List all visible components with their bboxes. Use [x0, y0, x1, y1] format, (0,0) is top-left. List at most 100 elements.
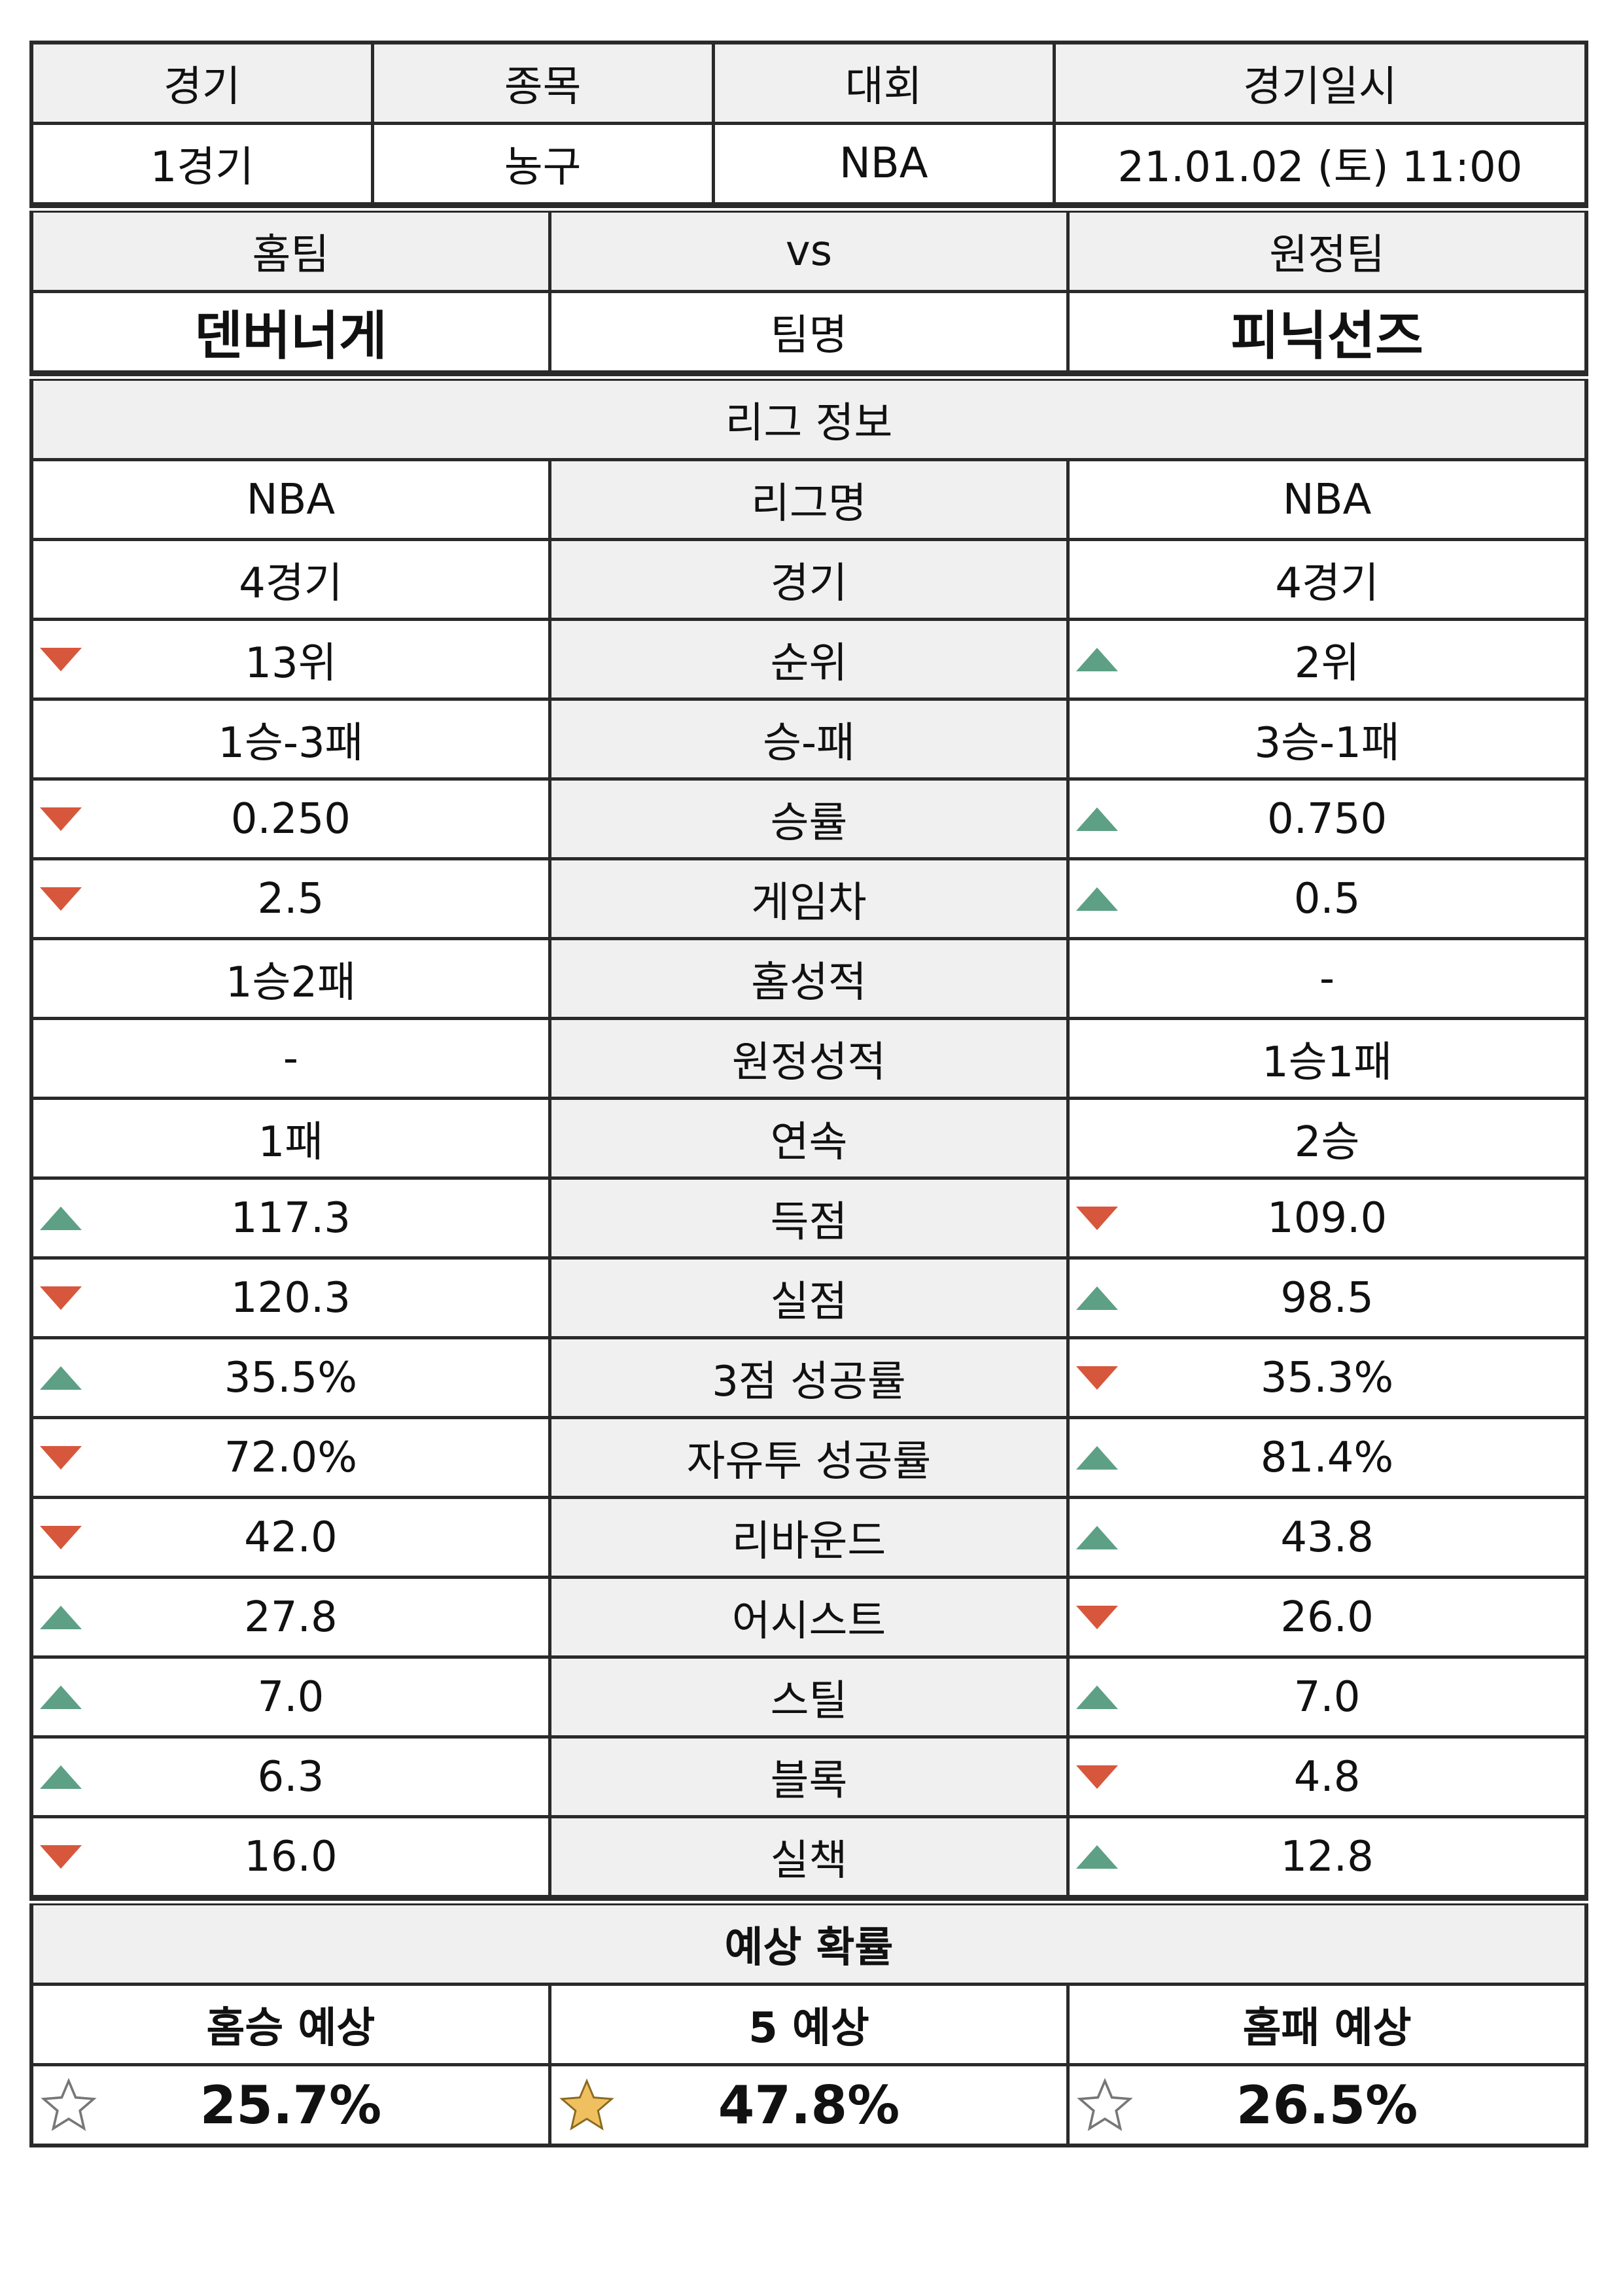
away-stat-cell: 4경기: [1066, 538, 1588, 621]
team-name-label: 팀명: [548, 290, 1070, 374]
home-stat-cell: 42.0: [29, 1496, 551, 1579]
match-preview-sheet: 경기 종목 대회 경기일시 1경기 농구 NBA 21.01.02 (토) 11…: [29, 41, 1588, 2147]
trend-down-icon: [40, 1445, 82, 1470]
star-empty-icon: [41, 2077, 97, 2131]
trend-up-icon: [1076, 887, 1119, 911]
trend-up-icon: [1076, 1525, 1119, 1549]
header-sport: 종목: [370, 41, 715, 125]
stat-row: 1승-3패 승-패 3승-1패: [29, 698, 1588, 781]
home-stat-value: 35.5%: [224, 1353, 358, 1402]
stat-label: 홈성적: [548, 937, 1070, 1020]
trend-up-icon: [1076, 1286, 1119, 1310]
away-stat-value: 1승1패: [1261, 1038, 1393, 1087]
trend-up-icon: [40, 1605, 82, 1629]
home-stat-value: 16.0: [244, 1832, 338, 1881]
star-empty-icon: [1077, 2077, 1133, 2131]
league-info-table: 리그 정보 NBA 리그명 NBA 4경기 경기 4경기 13위 순위 2위 1승-3패 승-패 3승…: [29, 374, 1588, 1899]
away-stat-value: NBA: [1282, 475, 1372, 524]
away-stat-cell: 1승1패: [1066, 1017, 1588, 1100]
vs-label: vs: [548, 206, 1070, 293]
home-loss-prob-cell: 26.5%: [1066, 2063, 1588, 2147]
stat-row: 6.3 블록 4.8: [29, 1735, 1588, 1818]
away-stat-cell: 43.8: [1066, 1496, 1588, 1579]
trend-up-icon: [40, 1206, 82, 1230]
home-stat-cell: 27.8: [29, 1576, 551, 1659]
home-stat-value: -: [283, 1034, 298, 1083]
prediction-table: 예상 확률 홈승 예상 5 예상 홈패 예상 25.7% 47.8% 26.5%: [29, 1899, 1588, 2147]
draw-prob-cell: 47.8%: [548, 2063, 1070, 2147]
stat-row: 16.0 실책 12.8: [29, 1815, 1588, 1899]
stat-label: 득점: [548, 1176, 1070, 1260]
home-stat-cell: 120.3: [29, 1256, 551, 1339]
home-stat-cell: 35.5%: [29, 1336, 551, 1419]
home-stat-cell: 1승-3패: [29, 698, 551, 781]
home-stat-value: 4경기: [239, 559, 343, 608]
away-stat-cell: 3승-1패: [1066, 698, 1588, 781]
stat-row: 4경기 경기 4경기: [29, 538, 1588, 621]
home-stat-value: 42.0: [244, 1513, 338, 1562]
value-sport: 농구: [370, 122, 715, 206]
away-stat-cell: 0.750: [1066, 777, 1588, 860]
trend-up-icon: [1076, 647, 1119, 671]
trend-up-icon: [1076, 1445, 1119, 1470]
stat-label: 게임차: [548, 857, 1070, 940]
away-stat-value: 2위: [1294, 639, 1360, 688]
stat-label: 블록: [548, 1735, 1070, 1818]
stat-row: 13위 순위 2위: [29, 618, 1588, 701]
home-stat-cell: 4경기: [29, 538, 551, 621]
home-loss-label: 홈패 예상: [1066, 1983, 1588, 2066]
league-stat-rows: NBA 리그명 NBA 4경기 경기 4경기 13위 순위 2위 1승-3패 승-패 3승-1패 0.2…: [29, 458, 1588, 1899]
value-competition: NBA: [711, 122, 1056, 206]
trend-up-icon: [1076, 807, 1119, 831]
away-stat-cell: 0.5: [1066, 857, 1588, 940]
stat-row: 1패 연속 2승: [29, 1097, 1588, 1180]
away-stat-cell: 81.4%: [1066, 1416, 1588, 1499]
draw-label: 5 예상: [548, 1983, 1070, 2066]
stat-row: 72.0% 자유투 성공률 81.4%: [29, 1416, 1588, 1499]
home-stat-cell: 72.0%: [29, 1416, 551, 1499]
home-stat-cell: 7.0: [29, 1655, 551, 1739]
star-filled-icon: [559, 2078, 614, 2131]
home-stat-value: NBA: [246, 475, 336, 524]
away-stat-cell: 109.0: [1066, 1176, 1588, 1260]
stat-label: 실책: [548, 1815, 1070, 1899]
home-stat-value: 13위: [245, 639, 337, 688]
stat-row: 27.8 어시스트 26.0: [29, 1576, 1588, 1659]
stat-label: 순위: [548, 618, 1070, 701]
home-win-prob: 25.7%: [200, 2074, 382, 2136]
stat-row: 117.3 득점 109.0: [29, 1176, 1588, 1260]
header-match: 경기: [29, 41, 374, 125]
stat-row: 2.5 게임차 0.5: [29, 857, 1588, 940]
away-stat-cell: 35.3%: [1066, 1336, 1588, 1419]
home-stat-cell: -: [29, 1017, 551, 1100]
trend-down-icon: [40, 887, 82, 911]
home-win-label: 홈승 예상: [29, 1983, 551, 2066]
trend-down-icon: [40, 1525, 82, 1549]
away-stat-cell: 26.0: [1066, 1576, 1588, 1659]
away-stat-value: 0.750: [1266, 794, 1387, 843]
away-stat-cell: 2위: [1066, 618, 1588, 701]
stat-label: 스틸: [548, 1655, 1070, 1739]
away-stat-cell: 12.8: [1066, 1815, 1588, 1899]
home-stat-value: 120.3: [230, 1273, 351, 1322]
trend-up-icon: [1076, 1845, 1119, 1869]
trend-up-icon: [1076, 1685, 1119, 1709]
away-stat-value: 4.8: [1293, 1752, 1361, 1801]
stat-row: NBA 리그명 NBA: [29, 458, 1588, 541]
home-stat-cell: 117.3: [29, 1176, 551, 1260]
stat-row: 35.5% 3점 성공률 35.3%: [29, 1336, 1588, 1419]
value-datetime: 21.01.02 (토) 11:00: [1052, 122, 1588, 206]
value-match: 1경기: [29, 122, 374, 206]
stat-row: 42.0 리바운드 43.8: [29, 1496, 1588, 1579]
trend-down-icon: [1076, 1366, 1119, 1390]
trend-down-icon: [40, 807, 82, 831]
match-info-table: 경기 종목 대회 경기일시 1경기 농구 NBA 21.01.02 (토) 11…: [29, 41, 1588, 206]
home-stat-value: 1패: [258, 1118, 324, 1167]
trend-down-icon: [1076, 1605, 1119, 1629]
home-stat-cell: 2.5: [29, 857, 551, 940]
stat-label: 실점: [548, 1256, 1070, 1339]
away-stat-cell: NBA: [1066, 458, 1588, 541]
away-stat-value: 26.0: [1280, 1593, 1374, 1642]
home-stat-value: 27.8: [244, 1593, 338, 1642]
home-win-prob-cell: 25.7%: [29, 2063, 551, 2147]
